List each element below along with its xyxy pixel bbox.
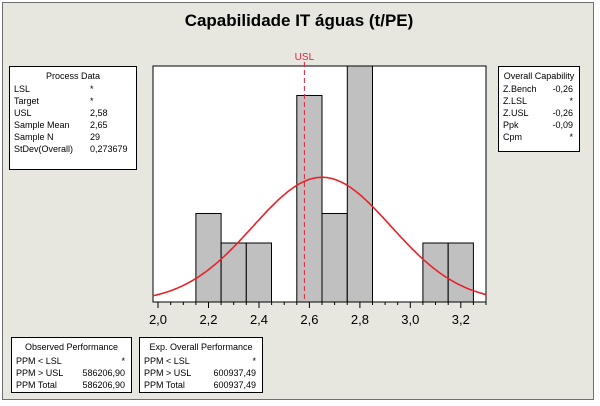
histogram-bar (321, 213, 348, 303)
process-row: Sample N 29 (10, 131, 136, 143)
row-value: -0,09 (552, 120, 573, 130)
observed-row: PPM < LSL * (12, 355, 131, 367)
expected-row: PPM < LSL * (140, 355, 262, 367)
row-value: * (121, 356, 125, 366)
usl-label: USL (295, 52, 315, 63)
process-data-heading: Process Data (45, 71, 101, 81)
expected-performance-box: Exp. Overall Performance PPM < LSL * PPM … (139, 337, 263, 393)
overall-capability-box: Overall Capability Z.Bench -0,26 Z.LSL * Z… (498, 66, 580, 152)
overall-capability-heading: Overall Capability (503, 71, 575, 81)
x-axis: 2,0 2,2 2,4 2,6 2,8 3,0 3,2 (149, 301, 487, 327)
row-label: PPM < LSL (144, 356, 190, 366)
row-label: Ppk (503, 120, 519, 130)
usl-layer: USL (295, 52, 315, 302)
row-label: PPM < LSL (16, 356, 62, 366)
process-row: Target * (10, 95, 136, 107)
row-label: Cpm (503, 132, 523, 142)
histogram-bar (296, 95, 323, 303)
histogram-bar (220, 242, 247, 303)
bars-layer (195, 65, 474, 303)
process-row: USL 2,58 (10, 107, 136, 119)
histogram-bar (422, 242, 449, 303)
row-value: 2,65 (90, 120, 108, 130)
row-label: Target (14, 96, 40, 106)
x-tick-label: 2,2 (199, 312, 217, 327)
capability-row: Z.LSL * (499, 95, 579, 107)
observed-row: PPM Total 586206,90 (12, 379, 131, 391)
histogram-bar (346, 65, 373, 303)
observed-row: PPM > USL 586206,90 (12, 367, 131, 379)
row-value: 0,273679 (90, 144, 128, 154)
row-label: Sample Mean (14, 120, 70, 130)
row-label: Z.Bench (503, 84, 537, 94)
x-tick-label: 3,2 (452, 312, 470, 327)
x-tick-label: 2,6 (300, 312, 318, 327)
row-value: * (252, 356, 256, 366)
expected-row: PPM Total 600937,49 (140, 379, 262, 391)
histogram-bar (447, 242, 474, 303)
x-tick-label: 3,0 (401, 312, 419, 327)
observed-performance-heading: Observed Performance (24, 342, 119, 352)
capability-row: Z.USL -0,26 (499, 107, 579, 119)
x-tick-label: 2,0 (149, 312, 167, 327)
row-value: 600937,49 (213, 380, 256, 390)
row-value: 2,58 (90, 108, 108, 118)
normal-curve (152, 176, 487, 297)
expected-row: PPM > USL 600937,49 (140, 367, 262, 379)
row-value: 29 (90, 132, 101, 142)
row-value: * (569, 96, 573, 106)
row-label: LSL (14, 84, 31, 94)
row-label: PPM Total (16, 380, 57, 390)
x-tick-label: 2,8 (351, 312, 369, 327)
row-value: 586206,90 (82, 368, 125, 378)
capability-row: Cpm * (499, 131, 579, 143)
row-value: * (569, 132, 573, 142)
process-row: Sample Mean 2,65 (10, 119, 136, 131)
row-label: Z.LSL (503, 96, 528, 106)
process-row: StDev(Overall) 0,273679 (10, 143, 136, 155)
capability-row: Ppk -0,09 (499, 119, 579, 131)
row-label: Sample N (14, 132, 54, 142)
chart-title: Capabilidade IT águas (t/PE) (184, 11, 414, 30)
expected-performance-heading: Exp. Overall Performance (149, 342, 253, 352)
x-tick-label: 2,4 (250, 312, 268, 327)
row-value: 586206,90 (82, 380, 125, 390)
row-value: * (90, 96, 94, 106)
row-label: PPM > USL (144, 368, 192, 378)
histogram-bar (195, 213, 222, 303)
histogram-bar (245, 242, 273, 303)
row-value: * (90, 84, 94, 94)
observed-performance-box: Observed Performance PPM < LSL * PPM > US… (11, 337, 132, 393)
row-value: 600937,49 (213, 368, 256, 378)
row-value: -0,26 (552, 84, 573, 94)
process-row: LSL * (10, 83, 136, 95)
row-label: PPM > USL (16, 368, 64, 378)
capability-row: Z.Bench -0,26 (499, 83, 579, 95)
row-label: PPM Total (144, 380, 185, 390)
process-data-box: Process Data LSL * Target * USL 2,58 Sample… (9, 66, 137, 170)
row-label: USL (14, 108, 32, 118)
curve-layer (152, 176, 487, 297)
row-label: Z.USL (503, 108, 529, 118)
row-value: -0,26 (552, 108, 573, 118)
row-label: StDev(Overall) (14, 144, 74, 154)
